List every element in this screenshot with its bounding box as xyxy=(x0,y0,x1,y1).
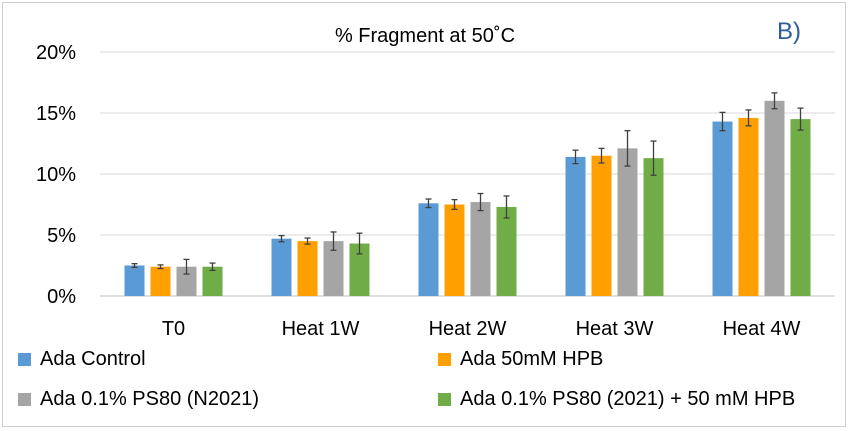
bar-ada-0-1-ps80-n2021--0 xyxy=(176,266,197,296)
x-tick-label: Heat 1W xyxy=(282,318,360,340)
bar-ada-0-1-ps80-2021-50-mm-hpb-3 xyxy=(643,158,664,296)
error-bars xyxy=(131,92,804,275)
bar-ada-0-1-ps80-2021-50-mm-hpb-1 xyxy=(349,243,370,296)
y-axis-ticks: 0% 5% 10% 15% 20% xyxy=(36,42,76,308)
x-axis-ticks: T0 Heat 1W Heat 2W Heat 3W Heat 4W xyxy=(162,318,801,340)
bar-ada-control-0 xyxy=(124,265,145,296)
legend-swatch xyxy=(18,393,31,406)
x-tick-label: Heat 3W xyxy=(576,318,654,340)
legend-item: Ada Control xyxy=(18,348,146,371)
chart-title: % Fragment at 50˚C xyxy=(335,25,515,47)
legend-item: Ada 0.1% PS80 (2021) + 50 mM HPB xyxy=(438,388,795,411)
legend-label: Ada 0.1% PS80 (N2021) xyxy=(40,388,260,410)
panel-label: B) xyxy=(777,18,801,45)
bar-ada-50mm-hpb-1 xyxy=(297,241,318,296)
bar-ada-0-1-ps80-n2021--3 xyxy=(617,148,638,296)
y-tick-label: 15% xyxy=(36,103,76,125)
bar-ada-0-1-ps80-2021-50-mm-hpb-4 xyxy=(790,119,811,296)
bars xyxy=(124,100,811,296)
legend-label: Ada 50mM HPB xyxy=(460,348,604,370)
x-tick-label: Heat 4W xyxy=(723,318,801,340)
bar-ada-50mm-hpb-3 xyxy=(591,155,612,296)
bar-ada-0-1-ps80-n2021--1 xyxy=(323,241,344,296)
legend-item: Ada 50mM HPB xyxy=(438,348,603,371)
bar-ada-control-2 xyxy=(418,203,439,296)
x-tick-label: T0 xyxy=(162,318,185,340)
legend-item: Ada 0.1% PS80 (N2021) xyxy=(18,388,259,411)
bar-ada-0-1-ps80-2021-50-mm-hpb-2 xyxy=(496,206,517,296)
bar-ada-control-3 xyxy=(565,156,586,296)
legend-label: Ada Control xyxy=(40,348,146,370)
bar-ada-50mm-hpb-2 xyxy=(444,204,465,296)
legend-swatch xyxy=(18,353,31,366)
y-tick-label: 20% xyxy=(36,42,76,64)
x-tick-label: Heat 2W xyxy=(429,318,507,340)
bar-ada-0-1-ps80-n2021--2 xyxy=(470,202,491,296)
bar-ada-control-1 xyxy=(271,238,292,296)
y-tick-label: 5% xyxy=(47,225,76,247)
bar-ada-control-4 xyxy=(712,121,733,296)
y-tick-label: 0% xyxy=(47,286,76,308)
y-tick-label: 10% xyxy=(36,164,76,186)
legend-label: Ada 0.1% PS80 (2021) + 50 mM HPB xyxy=(460,388,796,410)
legend-swatch xyxy=(438,353,451,366)
bar-ada-0-1-ps80-2021-50-mm-hpb-0 xyxy=(202,266,223,296)
chart-frame xyxy=(2,2,846,427)
legend-swatch xyxy=(438,393,451,406)
bar-ada-0-1-ps80-n2021--4 xyxy=(764,100,785,296)
bar-ada-50mm-hpb-4 xyxy=(738,117,759,296)
legend: Ada Control Ada 50mM HPB Ada 0.1% PS80 (N2… xyxy=(18,348,838,428)
bar-ada-50mm-hpb-0 xyxy=(150,266,171,296)
